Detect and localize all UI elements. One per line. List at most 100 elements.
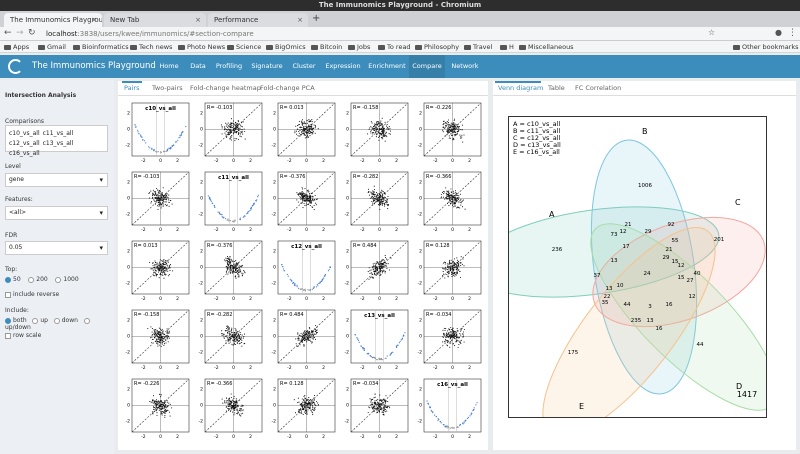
pairs-tabs: Pairs Two-pairs Fold-change heatmap Fold…	[118, 81, 488, 96]
comparison-chip[interactable]: c10_vs_all	[9, 130, 40, 137]
tab-pairs[interactable]: Pairs	[124, 84, 140, 92]
menu-signature[interactable]: Signature	[251, 62, 283, 70]
bookmark-other[interactable]: Other bookmarks	[733, 41, 799, 53]
volcano-point	[151, 148, 153, 150]
browser-tab-newtab[interactable]: New Tab ×	[104, 13, 206, 27]
scatter-point	[236, 399, 238, 401]
menu-network[interactable]: Network	[451, 62, 479, 70]
star-icon[interactable]: ☆	[708, 28, 716, 37]
scatter-point	[451, 267, 453, 269]
browser-tab-immunomics[interactable]: The Immunomics Playgrou ×	[4, 13, 102, 27]
scatter-point	[307, 126, 309, 128]
level-select[interactable]: gene ▾	[5, 173, 108, 187]
scatter-point	[297, 332, 299, 334]
scatter-point	[386, 123, 388, 126]
scatter-point	[376, 267, 378, 269]
menu-home[interactable]: Home	[159, 62, 179, 70]
tab-fold-change-pca[interactable]: Fold-change PCA	[260, 84, 315, 92]
row-scale-checkbox[interactable]: row scale	[5, 332, 41, 339]
features-select[interactable]: <all> ▾	[5, 206, 108, 220]
scatter-point	[298, 132, 300, 134]
bookmark-bigomics[interactable]: BigOmics	[266, 41, 306, 53]
scatter-point	[460, 202, 462, 204]
scatter-point	[157, 343, 159, 345]
scatter-point	[445, 336, 447, 339]
app-brand[interactable]: The Immunomics Playground	[32, 61, 156, 71]
scatter-point	[305, 199, 307, 201]
include-option-updown[interactable]: up/down	[5, 317, 92, 331]
new-tab-icon[interactable]: +	[312, 13, 321, 24]
volcano-point	[170, 146, 172, 148]
scatter-point	[153, 271, 155, 273]
menu-data[interactable]: Data	[190, 62, 206, 70]
avatar[interactable]: ●	[775, 28, 782, 37]
comparisons-select[interactable]: c10_vs_all c11_vs_allc12_vs_all c13_vs_all…	[5, 125, 108, 157]
tab-table[interactable]: Table	[548, 84, 565, 92]
pair-plot: R= -0.034-2 0 220-2	[418, 309, 482, 371]
close-icon[interactable]: ×	[91, 16, 97, 24]
scatter-point	[231, 270, 233, 272]
menu-cluster[interactable]: Cluster	[292, 62, 316, 70]
menu-enrichment[interactable]: Enrichment	[368, 62, 406, 70]
scatter-point	[309, 406, 311, 408]
browser-tab-performance[interactable]: Performance ×	[208, 13, 308, 27]
top-option-1000[interactable]: 1000	[55, 276, 79, 283]
bookmark-tech-news[interactable]: Tech news	[130, 41, 172, 53]
tab-fold-change-heatmap[interactable]: Fold-change heatmap	[190, 84, 261, 92]
bookmark-bitcoin[interactable]: Bitcoin	[311, 41, 342, 53]
menu-compare[interactable]: Compare	[409, 55, 445, 78]
venn-svg: A = c10_vs_all B = c11_vs_all C = c12_vs…	[470, 120, 778, 437]
close-icon[interactable]: ×	[195, 16, 201, 24]
scatter-point	[158, 341, 160, 343]
bookmark-jobs[interactable]: Jobs	[348, 41, 370, 53]
menu-profiling[interactable]: Profiling	[215, 62, 243, 70]
comparison-chip[interactable]: c13_vs_all	[42, 140, 74, 147]
bookmark-photo-news[interactable]: Photo News	[178, 41, 225, 53]
bookmark-apps[interactable]: Apps	[4, 41, 29, 53]
bookmark-gmail[interactable]: Gmail	[38, 41, 66, 53]
include-option-down[interactable]: down	[53, 317, 78, 324]
volcano-point	[356, 337, 358, 339]
include-reverse-checkbox[interactable]: include reverse	[5, 291, 59, 298]
bookmark-miscellaneous[interactable]: Miscellaneous	[519, 41, 574, 53]
reload-icon[interactable]: ↻	[28, 28, 36, 38]
axis-tick: 0	[127, 265, 130, 271]
menu-icon[interactable]: ⋮	[788, 28, 797, 38]
url-field[interactable]: localhost:3838/users/kwee/immunomics/#se…	[46, 29, 706, 39]
comparison-chip[interactable]: c11_vs_all	[42, 130, 74, 137]
scatter-point	[236, 331, 238, 333]
top-option-50[interactable]: 50	[5, 276, 21, 283]
scatter-point	[311, 401, 313, 403]
comparison-chip[interactable]: c16_vs_all	[9, 150, 40, 157]
scatter-point	[236, 338, 239, 340]
scatter-point	[230, 132, 232, 134]
tab-two-pairs[interactable]: Two-pairs	[152, 84, 183, 92]
comparison-chip[interactable]: c12_vs_all	[9, 140, 40, 147]
bookmark-science[interactable]: Science	[227, 41, 261, 53]
back-icon[interactable]: ←	[4, 28, 12, 38]
bookmark-h[interactable]: H	[500, 41, 514, 53]
forward-icon[interactable]: →	[16, 28, 24, 38]
bookmark-to-read[interactable]: To read	[378, 41, 411, 53]
scatter-point	[371, 404, 373, 406]
close-icon[interactable]: ×	[297, 16, 303, 24]
menu-expression[interactable]: Expression	[325, 62, 361, 70]
include-option-up[interactable]: up	[32, 317, 48, 324]
scatter-point	[152, 192, 154, 194]
bookmark-bioinformatics[interactable]: Bioinformatics	[73, 41, 129, 53]
volcano-point	[252, 204, 254, 206]
scatter-point	[370, 400, 372, 402]
top-option-200[interactable]: 200	[28, 276, 48, 283]
fdr-select[interactable]: 0.05 ▾	[5, 241, 108, 255]
tab-venn-diagram[interactable]: Venn diagram	[498, 84, 544, 92]
bookmark-philosophy[interactable]: Philosophy	[415, 41, 459, 53]
include-option-both[interactable]: both	[5, 317, 27, 324]
scatter-point	[371, 276, 373, 278]
scatter-point	[378, 403, 380, 405]
axis-tick: -2	[418, 280, 423, 286]
scatter-point	[164, 268, 166, 270]
tab-fc-correlation[interactable]: FC Correlation	[575, 84, 622, 92]
bookmark-travel[interactable]: Travel	[464, 41, 492, 53]
scatter-point	[163, 197, 165, 199]
volcano-point	[368, 352, 370, 355]
